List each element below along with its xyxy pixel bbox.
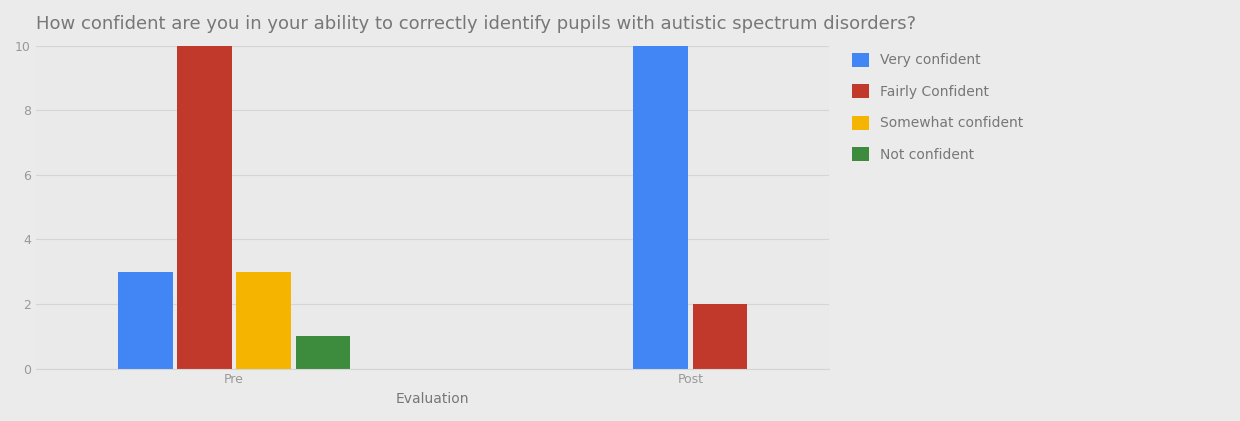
Text: How confident are you in your ability to correctly identify pupils with autistic: How confident are you in your ability to…	[36, 15, 916, 33]
Bar	[693, 304, 748, 368]
Bar	[237, 272, 291, 368]
Bar	[177, 45, 232, 368]
Bar	[295, 336, 351, 368]
Bar	[634, 45, 688, 368]
X-axis label: Evaluation: Evaluation	[396, 392, 469, 406]
Legend: Very confident, Fairly Confident, Somewhat confident, Not confident: Very confident, Fairly Confident, Somewh…	[852, 53, 1023, 162]
Bar	[118, 272, 172, 368]
